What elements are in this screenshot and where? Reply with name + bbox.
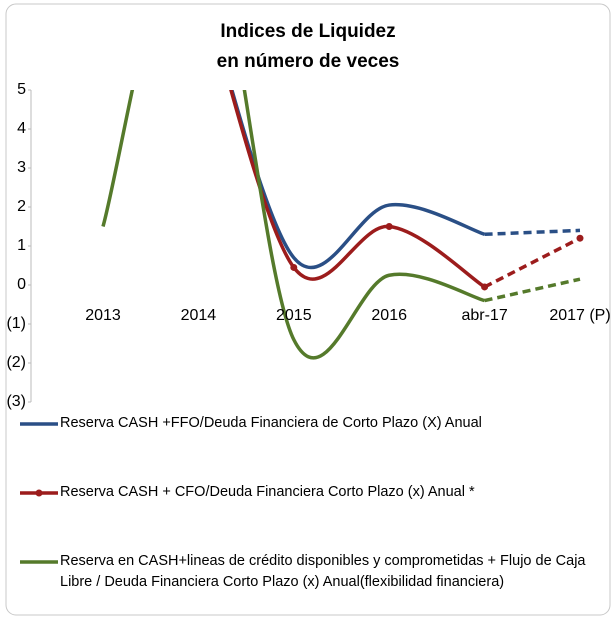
y-tick-label: 4 xyxy=(17,120,26,137)
series-line xyxy=(483,236,581,289)
y-tick-label: 3 xyxy=(17,159,26,176)
x-tick-label: 2013 xyxy=(85,307,121,324)
y-tick-label: 1 xyxy=(17,237,26,254)
series-line xyxy=(229,90,486,289)
x-tick-label: abr-17 xyxy=(461,307,507,324)
y-tick-label: (2) xyxy=(6,354,26,371)
x-tick-label: 2014 xyxy=(181,307,217,324)
x-tick-label: 2017 (P) xyxy=(549,307,610,324)
point-marker xyxy=(481,283,489,291)
y-tick-label: (3) xyxy=(6,393,26,410)
point-marker xyxy=(385,223,393,230)
legend-marker xyxy=(35,489,43,497)
y-tick-label: (1) xyxy=(6,315,26,332)
chart-title: Indices de Liquidez xyxy=(220,21,395,42)
frame xyxy=(5,3,611,616)
y-tick-label: 0 xyxy=(17,276,26,293)
x-tick-label: 2016 xyxy=(371,307,407,324)
legend-label: Reserva en CASH+lineas de crédito dispon… xyxy=(60,553,586,590)
series-line xyxy=(484,228,581,237)
point-marker xyxy=(576,234,584,242)
y-tick-label: 2 xyxy=(17,198,26,215)
series-line xyxy=(484,277,581,303)
x-tick-label: 2015 xyxy=(276,307,312,324)
chart-title: en número de veces xyxy=(217,51,400,72)
series-line xyxy=(230,90,486,270)
legend-label: Reserva CASH +FFO/Deuda Financiera de Co… xyxy=(60,415,482,431)
point-marker xyxy=(290,263,298,271)
series-line xyxy=(101,90,486,360)
legend-label: Reserva CASH + CFO/Deuda Financiera Cort… xyxy=(60,484,475,500)
y-tick-label: 5 xyxy=(17,81,26,98)
